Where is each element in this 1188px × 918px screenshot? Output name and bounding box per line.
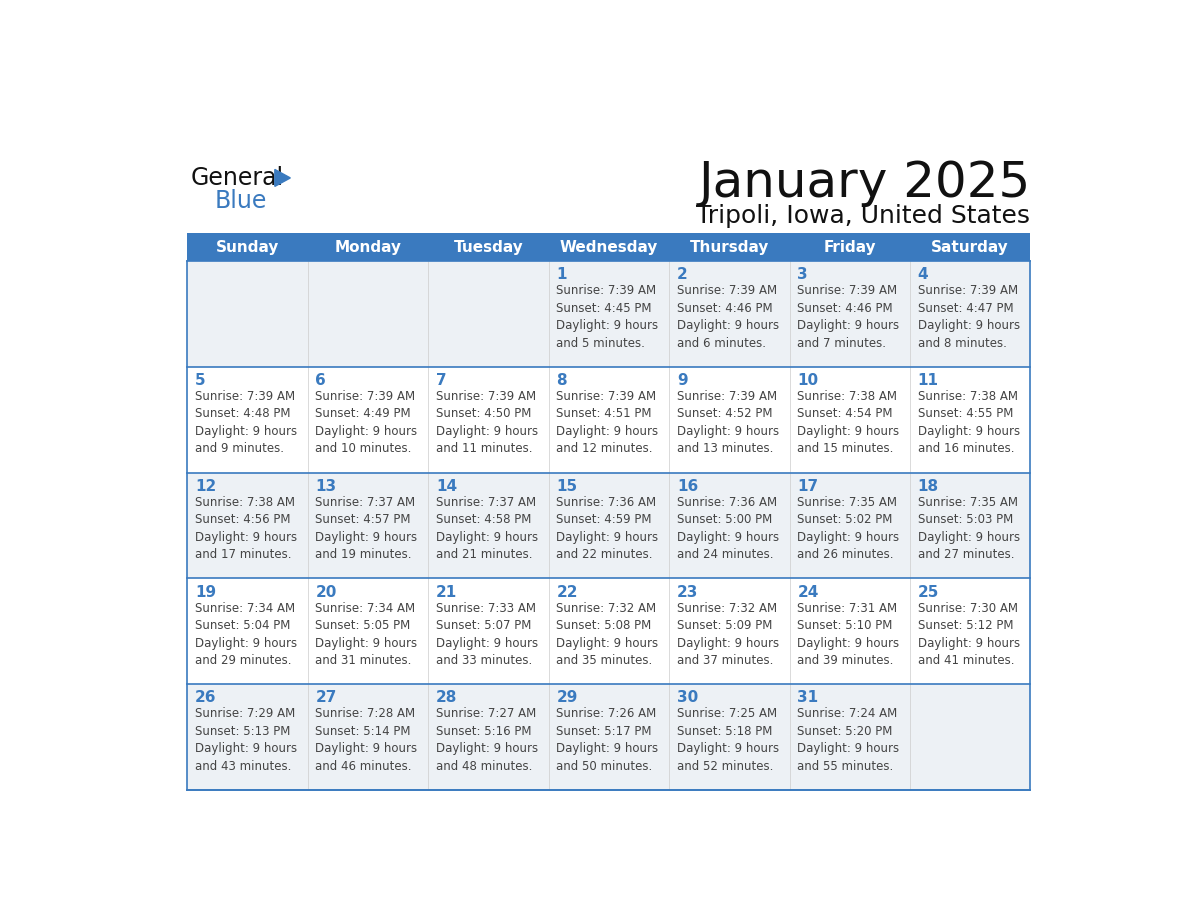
Text: Sunrise: 7:34 AM
Sunset: 5:04 PM
Daylight: 9 hours
and 29 minutes.: Sunrise: 7:34 AM Sunset: 5:04 PM Dayligh… — [195, 601, 297, 667]
Text: 14: 14 — [436, 479, 457, 494]
Text: 13: 13 — [316, 479, 336, 494]
Text: Sunrise: 7:30 AM
Sunset: 5:12 PM
Daylight: 9 hours
and 41 minutes.: Sunrise: 7:30 AM Sunset: 5:12 PM Dayligh… — [918, 601, 1019, 667]
Text: 28: 28 — [436, 690, 457, 705]
Text: Sunrise: 7:38 AM
Sunset: 4:54 PM
Daylight: 9 hours
and 15 minutes.: Sunrise: 7:38 AM Sunset: 4:54 PM Dayligh… — [797, 390, 899, 455]
Text: 2: 2 — [677, 267, 688, 282]
Text: Sunday: Sunday — [216, 240, 279, 254]
Text: Sunrise: 7:34 AM
Sunset: 5:05 PM
Daylight: 9 hours
and 31 minutes.: Sunrise: 7:34 AM Sunset: 5:05 PM Dayligh… — [316, 601, 418, 667]
Text: Sunrise: 7:29 AM
Sunset: 5:13 PM
Daylight: 9 hours
and 43 minutes.: Sunrise: 7:29 AM Sunset: 5:13 PM Dayligh… — [195, 708, 297, 773]
Text: Sunrise: 7:39 AM
Sunset: 4:52 PM
Daylight: 9 hours
and 13 minutes.: Sunrise: 7:39 AM Sunset: 4:52 PM Dayligh… — [677, 390, 779, 455]
Text: 11: 11 — [918, 373, 939, 388]
Text: Sunrise: 7:39 AM
Sunset: 4:45 PM
Daylight: 9 hours
and 5 minutes.: Sunrise: 7:39 AM Sunset: 4:45 PM Dayligh… — [556, 285, 658, 350]
Text: Tuesday: Tuesday — [454, 240, 523, 254]
Text: 5: 5 — [195, 373, 206, 388]
Text: Sunrise: 7:39 AM
Sunset: 4:51 PM
Daylight: 9 hours
and 12 minutes.: Sunrise: 7:39 AM Sunset: 4:51 PM Dayligh… — [556, 390, 658, 455]
Text: 15: 15 — [556, 479, 577, 494]
Text: Sunrise: 7:39 AM
Sunset: 4:46 PM
Daylight: 9 hours
and 6 minutes.: Sunrise: 7:39 AM Sunset: 4:46 PM Dayligh… — [677, 285, 779, 350]
Text: Sunrise: 7:36 AM
Sunset: 4:59 PM
Daylight: 9 hours
and 22 minutes.: Sunrise: 7:36 AM Sunset: 4:59 PM Dayligh… — [556, 496, 658, 561]
Text: 1: 1 — [556, 267, 567, 282]
Text: Sunrise: 7:39 AM
Sunset: 4:48 PM
Daylight: 9 hours
and 9 minutes.: Sunrise: 7:39 AM Sunset: 4:48 PM Dayligh… — [195, 390, 297, 455]
Text: Thursday: Thursday — [689, 240, 769, 254]
Text: 9: 9 — [677, 373, 688, 388]
Text: Sunrise: 7:28 AM
Sunset: 5:14 PM
Daylight: 9 hours
and 46 minutes.: Sunrise: 7:28 AM Sunset: 5:14 PM Dayligh… — [316, 708, 418, 773]
Bar — [188, 578, 1030, 684]
Text: Sunrise: 7:39 AM
Sunset: 4:46 PM
Daylight: 9 hours
and 7 minutes.: Sunrise: 7:39 AM Sunset: 4:46 PM Dayligh… — [797, 285, 899, 350]
Text: Sunrise: 7:37 AM
Sunset: 4:58 PM
Daylight: 9 hours
and 21 minutes.: Sunrise: 7:37 AM Sunset: 4:58 PM Dayligh… — [436, 496, 538, 561]
Text: General: General — [191, 166, 284, 190]
Text: 17: 17 — [797, 479, 819, 494]
Text: 12: 12 — [195, 479, 216, 494]
Text: Sunrise: 7:25 AM
Sunset: 5:18 PM
Daylight: 9 hours
and 52 minutes.: Sunrise: 7:25 AM Sunset: 5:18 PM Dayligh… — [677, 708, 779, 773]
Text: Sunrise: 7:31 AM
Sunset: 5:10 PM
Daylight: 9 hours
and 39 minutes.: Sunrise: 7:31 AM Sunset: 5:10 PM Dayligh… — [797, 601, 899, 667]
Text: 27: 27 — [316, 690, 337, 705]
Bar — [188, 261, 1030, 367]
Text: Sunrise: 7:38 AM
Sunset: 4:55 PM
Daylight: 9 hours
and 16 minutes.: Sunrise: 7:38 AM Sunset: 4:55 PM Dayligh… — [918, 390, 1019, 455]
Text: 21: 21 — [436, 585, 457, 599]
Text: 25: 25 — [918, 585, 940, 599]
Text: 3: 3 — [797, 267, 808, 282]
Text: Sunrise: 7:27 AM
Sunset: 5:16 PM
Daylight: 9 hours
and 48 minutes.: Sunrise: 7:27 AM Sunset: 5:16 PM Dayligh… — [436, 708, 538, 773]
Text: Saturday: Saturday — [931, 240, 1009, 254]
Text: Sunrise: 7:26 AM
Sunset: 5:17 PM
Daylight: 9 hours
and 50 minutes.: Sunrise: 7:26 AM Sunset: 5:17 PM Dayligh… — [556, 708, 658, 773]
Text: Sunrise: 7:32 AM
Sunset: 5:09 PM
Daylight: 9 hours
and 37 minutes.: Sunrise: 7:32 AM Sunset: 5:09 PM Dayligh… — [677, 601, 779, 667]
Text: 30: 30 — [677, 690, 699, 705]
Bar — [188, 233, 1030, 261]
Text: Sunrise: 7:37 AM
Sunset: 4:57 PM
Daylight: 9 hours
and 19 minutes.: Sunrise: 7:37 AM Sunset: 4:57 PM Dayligh… — [316, 496, 418, 561]
Text: Blue: Blue — [214, 189, 267, 213]
Text: 18: 18 — [918, 479, 939, 494]
Text: Friday: Friday — [823, 240, 876, 254]
Text: 26: 26 — [195, 690, 216, 705]
Text: Sunrise: 7:36 AM
Sunset: 5:00 PM
Daylight: 9 hours
and 24 minutes.: Sunrise: 7:36 AM Sunset: 5:00 PM Dayligh… — [677, 496, 779, 561]
Text: Sunrise: 7:39 AM
Sunset: 4:49 PM
Daylight: 9 hours
and 10 minutes.: Sunrise: 7:39 AM Sunset: 4:49 PM Dayligh… — [316, 390, 418, 455]
Polygon shape — [274, 170, 290, 186]
Text: 31: 31 — [797, 690, 819, 705]
Text: 24: 24 — [797, 585, 819, 599]
Bar — [188, 684, 1030, 790]
Bar — [188, 367, 1030, 473]
Text: Tripoli, Iowa, United States: Tripoli, Iowa, United States — [696, 205, 1030, 229]
Text: 16: 16 — [677, 479, 699, 494]
Text: Sunrise: 7:32 AM
Sunset: 5:08 PM
Daylight: 9 hours
and 35 minutes.: Sunrise: 7:32 AM Sunset: 5:08 PM Dayligh… — [556, 601, 658, 667]
Text: 29: 29 — [556, 690, 577, 705]
Text: 6: 6 — [316, 373, 327, 388]
Text: January 2025: January 2025 — [699, 160, 1030, 207]
Text: 7: 7 — [436, 373, 447, 388]
Text: Sunrise: 7:39 AM
Sunset: 4:47 PM
Daylight: 9 hours
and 8 minutes.: Sunrise: 7:39 AM Sunset: 4:47 PM Dayligh… — [918, 285, 1019, 350]
Bar — [188, 473, 1030, 578]
Text: 8: 8 — [556, 373, 567, 388]
Text: 10: 10 — [797, 373, 819, 388]
Text: Sunrise: 7:24 AM
Sunset: 5:20 PM
Daylight: 9 hours
and 55 minutes.: Sunrise: 7:24 AM Sunset: 5:20 PM Dayligh… — [797, 708, 899, 773]
Text: Wednesday: Wednesday — [560, 240, 658, 254]
Text: Sunrise: 7:39 AM
Sunset: 4:50 PM
Daylight: 9 hours
and 11 minutes.: Sunrise: 7:39 AM Sunset: 4:50 PM Dayligh… — [436, 390, 538, 455]
Text: 20: 20 — [316, 585, 337, 599]
Text: 22: 22 — [556, 585, 577, 599]
Text: Sunrise: 7:38 AM
Sunset: 4:56 PM
Daylight: 9 hours
and 17 minutes.: Sunrise: 7:38 AM Sunset: 4:56 PM Dayligh… — [195, 496, 297, 561]
Text: 23: 23 — [677, 585, 699, 599]
Text: 4: 4 — [918, 267, 928, 282]
Text: Sunrise: 7:35 AM
Sunset: 5:03 PM
Daylight: 9 hours
and 27 minutes.: Sunrise: 7:35 AM Sunset: 5:03 PM Dayligh… — [918, 496, 1019, 561]
Text: Sunrise: 7:33 AM
Sunset: 5:07 PM
Daylight: 9 hours
and 33 minutes.: Sunrise: 7:33 AM Sunset: 5:07 PM Dayligh… — [436, 601, 538, 667]
Text: 19: 19 — [195, 585, 216, 599]
Text: Sunrise: 7:35 AM
Sunset: 5:02 PM
Daylight: 9 hours
and 26 minutes.: Sunrise: 7:35 AM Sunset: 5:02 PM Dayligh… — [797, 496, 899, 561]
Text: Monday: Monday — [335, 240, 402, 254]
